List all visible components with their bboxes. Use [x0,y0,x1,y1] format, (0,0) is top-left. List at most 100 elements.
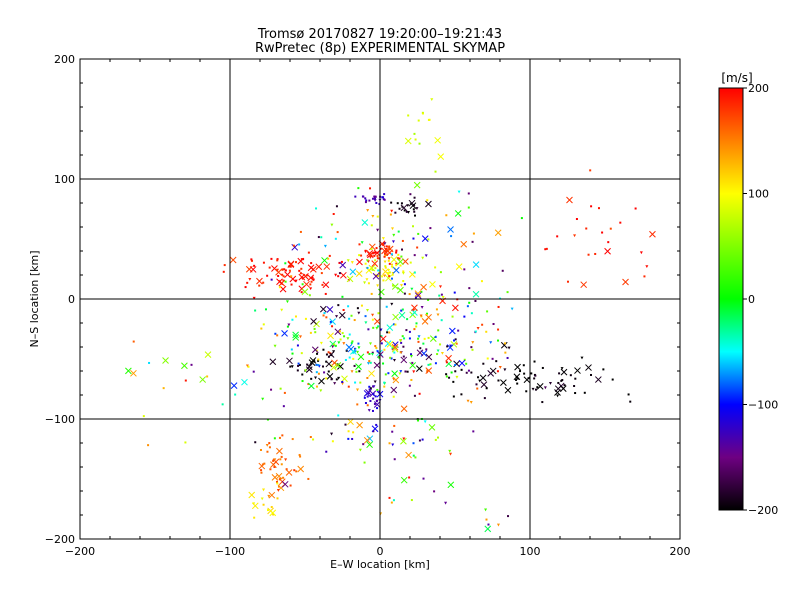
data-point [369,361,372,364]
data-point [298,363,301,366]
data-point-cross [460,240,468,248]
data-point-triangle [309,287,313,291]
data-point-cross [391,343,399,351]
data-point [393,458,396,461]
data-point-triangle [366,209,370,212]
data-point [372,326,375,329]
data-point [573,385,576,388]
data-point-cross [386,340,394,348]
data-point [299,272,302,275]
data-point [312,438,315,441]
data-point [413,328,416,331]
data-point-cross [566,196,573,204]
data-point [409,193,412,196]
data-point [272,459,275,462]
data-point [445,361,448,364]
data-point [368,388,371,391]
data-point-triangle [387,269,391,272]
data-point-triangle [366,362,370,365]
data-point-triangle [304,369,308,373]
data-point [590,373,593,376]
data-point [371,318,374,321]
data-point [525,390,528,393]
data-point-cross [284,271,291,278]
data-point [475,383,478,386]
data-point [274,332,277,335]
data-point [426,312,429,315]
data-point-cross [355,363,362,371]
data-point [297,364,300,367]
data-point [485,387,488,390]
data-point [301,283,304,286]
data-point-triangle [496,523,500,527]
data-point [266,418,269,421]
data-point-triangle [364,250,368,254]
data-point-triangle [415,207,419,210]
data-point [371,197,374,200]
data-point [417,119,420,122]
data-point [434,266,437,269]
data-point [410,353,413,356]
data-point [477,376,480,379]
data-point-triangle [273,458,277,462]
data-point [417,340,420,343]
data-point-cross [251,502,259,510]
y-tick-label: 200 [54,53,75,66]
data-point-cross [339,261,347,269]
data-point-cross [404,137,412,145]
data-point-triangle [507,346,511,350]
data-point [329,320,332,323]
data-point-cross [356,258,363,266]
data-point [399,264,402,267]
data-point-cross [392,376,400,384]
data-point [352,357,355,360]
data-point-cross [472,261,480,268]
data-point [269,468,272,471]
data-point-cross [429,281,436,288]
data-point [415,322,418,325]
data-point [315,363,318,366]
data-point [298,269,301,272]
data-point [395,251,398,254]
data-point-cross [554,385,562,393]
data-point [300,267,303,270]
data-point-triangle [365,278,369,282]
data-point [363,396,366,399]
data-point [457,329,460,332]
x-axis-ticks: −200 −100 0 100 200 [65,59,691,558]
data-point [366,395,369,398]
data-point [381,196,384,199]
data-point-cross [338,311,346,319]
data-point [566,280,569,283]
data-point-cross [357,353,365,361]
data-point-triangle [580,356,584,360]
data-point [279,458,282,461]
data-point [270,257,273,260]
data-point-triangle [367,409,371,412]
data-point-cross [414,292,422,299]
data-point [294,315,297,318]
data-point [320,236,323,239]
data-point [366,351,369,354]
data-point [315,207,318,210]
data-point-cross [269,509,277,517]
data-point-triangle [284,458,288,462]
data-point [351,437,354,440]
data-point [354,195,357,198]
data-point-cross [268,491,276,499]
data-point [485,518,488,521]
data-point [445,373,448,376]
data-point [300,258,303,261]
data-point [254,441,257,444]
data-point-cross [318,377,325,385]
data-point-triangle [364,321,368,325]
data-point-cross [229,256,237,264]
data-point [302,258,305,261]
data-point [282,279,285,282]
data-point-cross [307,274,315,282]
data-point-cross [315,263,323,271]
data-point [315,371,318,374]
data-point [574,392,577,395]
data-point [416,246,419,249]
